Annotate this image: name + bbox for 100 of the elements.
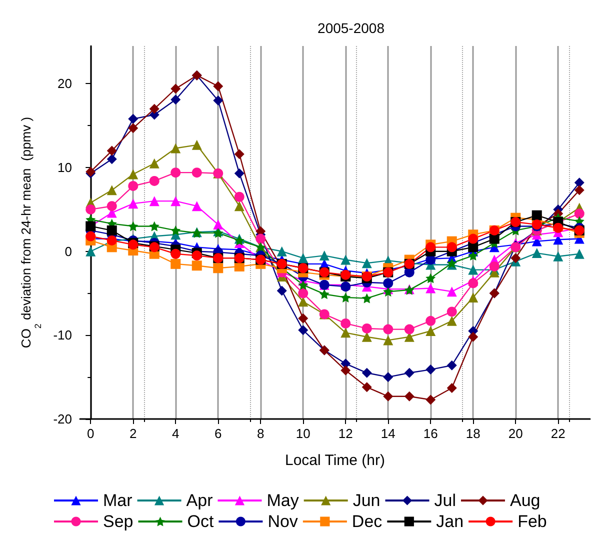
y-tick-label: 20 [58,76,72,92]
point [170,168,181,178]
point [170,248,181,259]
y-axis-title: CO2 deviation from 24-hr mean (ppmv ) [18,116,43,348]
legend-label: May [266,491,300,510]
point [106,201,117,212]
legend-label: Apr [186,491,214,510]
point [234,168,244,178]
point [340,328,351,338]
point [340,318,351,328]
point [106,185,117,196]
legend-label: Jun [352,491,380,510]
point [86,204,96,214]
legend-label: Jan [436,512,464,531]
point [404,368,414,378]
point [213,95,224,106]
point [298,280,308,290]
point [276,246,287,256]
point [256,234,266,244]
point [128,114,138,124]
y-tick-label: -10 [53,328,72,343]
point [574,208,584,219]
point [170,84,181,94]
point [362,293,372,304]
point [446,316,457,326]
point [340,292,351,302]
legend-label: Mar [103,491,133,510]
point [86,231,96,242]
point [426,364,436,375]
x-tick-label: 16 [423,426,438,441]
point [574,248,584,259]
point [446,286,457,297]
point [362,382,372,392]
point [426,273,436,284]
point [489,234,500,244]
point [426,242,436,252]
point [319,289,330,300]
point [298,313,308,324]
point [468,332,478,342]
point [213,263,224,274]
x-tick-label: 12 [338,426,353,441]
point [298,296,308,307]
x-tick-label: 2 [130,426,137,441]
point [106,146,117,156]
point [468,264,478,275]
point [574,185,584,196]
point [383,372,394,382]
point [192,140,202,150]
y-tick-label: 0 [64,244,72,259]
point [404,391,414,402]
point [170,94,181,105]
point [86,246,96,256]
point [128,198,138,209]
point [106,225,117,236]
point [468,292,478,302]
point [553,251,564,262]
legend-label: Feb [518,512,547,531]
x-tick-label: 14 [380,426,396,441]
point [574,178,584,188]
point [149,221,160,232]
point [383,278,394,288]
point [426,394,436,405]
point [468,242,478,252]
point [170,143,181,154]
x-tick-label: 0 [87,426,94,441]
legend-label: Sep [103,512,134,531]
point [128,123,138,134]
point [340,365,351,376]
point [170,196,181,206]
point [213,81,224,92]
point [149,104,160,114]
point [149,196,160,206]
point [192,168,202,178]
point [468,234,478,244]
point [234,192,244,202]
point [426,316,436,326]
legend-label: Nov [268,512,298,531]
point [383,391,394,402]
point [149,176,160,186]
point [106,154,117,164]
x-axis-title: Local Time (hr) [284,452,386,469]
point [362,323,372,334]
point [192,250,202,261]
point [149,158,160,168]
legend-label: Oct [187,512,214,531]
point [128,221,138,232]
point [383,286,394,297]
point [128,169,138,180]
point [192,201,202,212]
point [298,288,308,298]
x-tick-label: 8 [257,426,264,441]
y-tick-label: -20 [53,412,72,426]
point [128,180,138,191]
point [426,326,436,336]
legend-label: Dec [352,512,383,531]
point [468,250,478,261]
point [276,286,287,296]
point [319,250,330,261]
point [234,201,244,212]
point [170,225,181,236]
